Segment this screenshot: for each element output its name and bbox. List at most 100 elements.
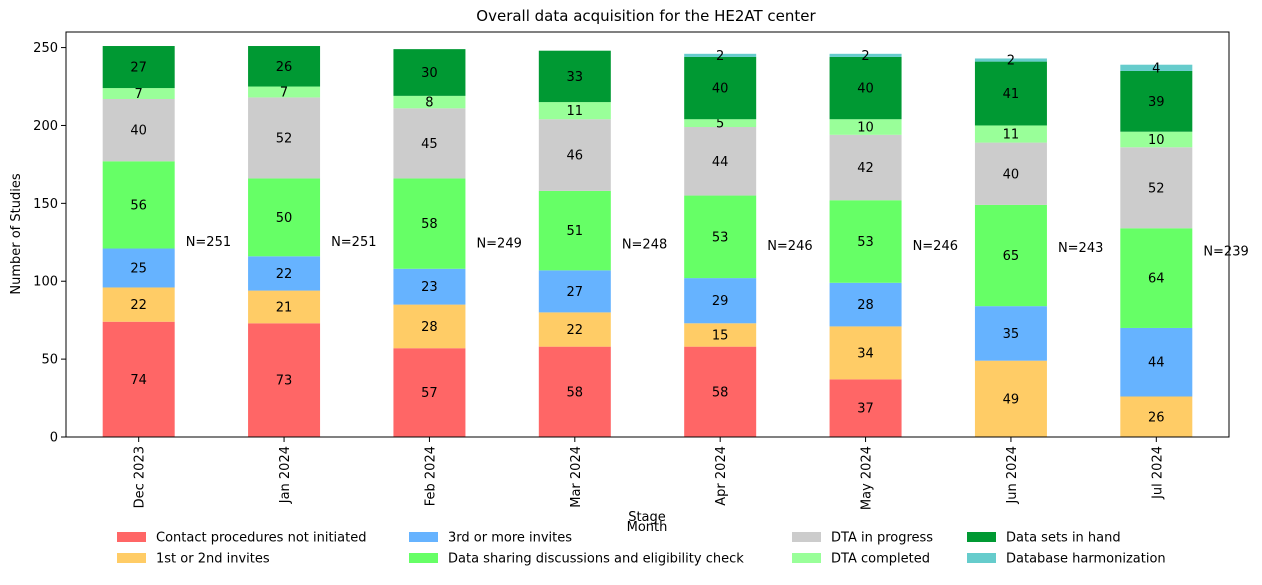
bar-value-label: 74 [130, 373, 147, 388]
legend-label: Data sharing discussions and eligibility… [448, 552, 744, 567]
bar-segment [248, 97, 321, 179]
bar-value-label: 15 [712, 328, 729, 343]
bar-segment [248, 256, 321, 291]
bar-value-label: 46 [567, 149, 584, 164]
bar-segment [538, 270, 611, 313]
bar-segment [102, 248, 175, 288]
bar-segment [684, 278, 757, 324]
bar-segment [393, 108, 466, 179]
bar-segment [538, 50, 611, 103]
bar-segment [248, 86, 321, 98]
bar-value-label: 40 [712, 82, 729, 97]
bar-segment [102, 287, 175, 322]
bar-segment [1120, 228, 1193, 328]
bar-segment [684, 56, 757, 120]
bar-segment [974, 360, 1047, 437]
bar-value-label: 58 [712, 385, 729, 400]
bar-value-label: 58 [567, 385, 584, 400]
bar-segment [393, 95, 466, 109]
bar-segment [1120, 131, 1193, 148]
legend-label: Contact procedures not initiated [156, 531, 366, 546]
bar-segment [102, 161, 175, 249]
bar-segment [684, 53, 757, 57]
x-tick-label: Feb 2024 [423, 446, 438, 506]
x-tick-label: May 2024 [860, 446, 875, 510]
bar-segment [974, 142, 1047, 205]
bar-value-label: 10 [1148, 133, 1165, 148]
bar-value-label: 33 [567, 70, 584, 85]
bar-total-label: N=246 [913, 239, 958, 254]
bar-value-label: 73 [276, 374, 293, 389]
bar-segment [393, 348, 466, 437]
bar-segment [684, 119, 757, 128]
bar-segment [684, 323, 757, 347]
bar-value-label: 35 [1003, 327, 1020, 342]
bar-value-label: 27 [567, 285, 584, 300]
bar-value-label: 2 [861, 49, 869, 64]
x-tick-label: Jan 2024 [278, 446, 293, 504]
bar-value-label: 23 [421, 280, 438, 295]
bar-value-label: 26 [1148, 410, 1165, 425]
bar-segment [829, 56, 902, 120]
legend-swatch [117, 553, 146, 563]
legend-swatch [409, 532, 438, 542]
bar-value-label: 37 [857, 402, 874, 417]
bar-segment [393, 304, 466, 349]
bar-segment [684, 195, 757, 279]
bar-segment [393, 49, 466, 96]
bar-segment [102, 46, 175, 89]
bar-segment [248, 323, 321, 437]
legend-label: 3rd or more invites [448, 531, 572, 546]
legend-label: 1st or 2nd invites [156, 552, 270, 567]
bar-total-label: N=243 [1058, 241, 1103, 256]
bar-value-label: 30 [421, 66, 438, 81]
bar-value-label: 42 [857, 161, 874, 176]
bar-segment [684, 346, 757, 437]
bar-segment [248, 178, 321, 257]
bar-segment [829, 53, 902, 57]
bar-segment [1120, 327, 1193, 397]
bar-total-label: N=251 [186, 235, 231, 250]
legend-swatch [967, 532, 996, 542]
legend-label: Database harmonization [1006, 552, 1166, 567]
bar-value-label: 40 [857, 82, 874, 97]
bar-value-label: 56 [130, 198, 147, 213]
bar-segment [538, 190, 611, 271]
bar-segment [393, 268, 466, 305]
bar-value-label: 2 [716, 49, 724, 64]
bar-value-label: 27 [130, 61, 147, 76]
bar-value-label: 5 [716, 117, 724, 132]
bar-segment [974, 306, 1047, 361]
legend-label: DTA in progress [831, 531, 933, 546]
bar-segment [1120, 147, 1193, 229]
bar-value-label: 50 [276, 211, 293, 226]
bar-total-label: N=249 [476, 237, 521, 252]
y-tick-label: 250 [33, 41, 58, 56]
bar-value-label: 53 [857, 235, 874, 250]
bar-value-label: 57 [421, 386, 438, 401]
bar-value-label: 40 [1003, 167, 1020, 182]
bar-value-label: 45 [421, 137, 438, 152]
bar-value-label: 7 [280, 85, 288, 100]
bar-value-label: 44 [712, 155, 729, 170]
legend-swatch [409, 553, 438, 563]
bar-value-label: 25 [130, 261, 147, 276]
bar-segment [102, 88, 175, 99]
x-tick-label: Apr 2024 [714, 446, 729, 506]
bar-value-label: 39 [1148, 95, 1165, 110]
bar-value-label: 49 [1003, 392, 1020, 407]
legend: Contact procedures not initiated 1st or 2… [117, 531, 1166, 567]
x-tick-label: Dec 2023 [133, 446, 148, 508]
chart-title: Overall data acquisition for the HE2AT c… [476, 7, 816, 25]
bar-segment [1120, 396, 1193, 437]
x-tick-label: Jun 2024 [1005, 446, 1020, 505]
bar-value-label: 26 [276, 60, 293, 75]
bar-segment [538, 346, 611, 437]
bar-segment [974, 61, 1047, 126]
bar-value-label: 11 [1003, 128, 1020, 143]
bar-segment [1120, 64, 1193, 71]
bar-value-label: 22 [567, 323, 584, 338]
legend-title: Stage [628, 510, 666, 525]
bar-segment [829, 119, 902, 135]
x-axis-label: Month [627, 520, 668, 535]
